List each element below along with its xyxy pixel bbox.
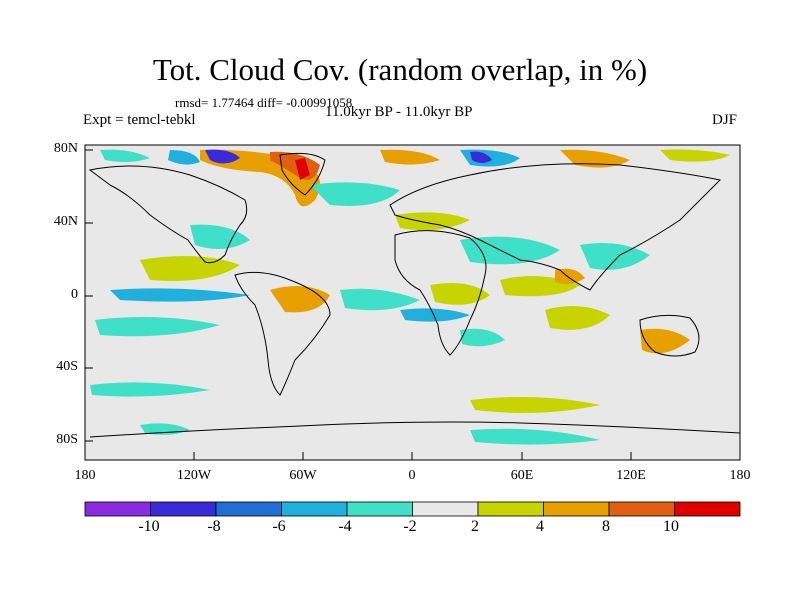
colorbar-swatch [543,501,610,517]
colorbar-swatch [215,501,282,517]
colorbar-swatch [674,501,741,517]
australia-outline [639,314,700,357]
north-atlantic-cyan [310,182,400,206]
colorbar-label: -4 [338,518,352,535]
lon-label-60e: 60E [510,468,534,483]
lon-label-120e: 120E [616,468,646,483]
gulf-guinea-blue [400,308,470,322]
colorbar-swatch [281,501,348,517]
alaska-cyan [100,149,150,163]
colorbar-swatch [150,501,217,517]
north-america-cyan [190,224,250,249]
southern-ocean-yellow [470,396,600,414]
lon-label-180w: 180 [74,468,96,483]
period-label: 11.0kyr BP - 11.0kyr BP [325,104,473,120]
colorbar-swatch [84,501,151,517]
colorbar-label: -2 [403,518,417,535]
lon-label-60w: 60W [289,468,317,483]
colorbar-swatch [608,501,675,517]
coastlines [88,152,741,438]
arctic-negative-patch [205,149,240,164]
bering-yellow [660,149,730,162]
colorbar-label: -10 [138,518,160,535]
lat-label-40s: 40S [56,359,78,374]
south-america-outline [234,271,331,396]
southern-ocean-cyan-1 [90,382,210,397]
figure-title: Tot. Cloud Cov. (random overlap, in %) [152,52,648,87]
south-pacific-cyan [95,316,220,337]
lon-label-180e: 180 [729,468,751,483]
east-asia-cyan [580,242,650,270]
lat-label-0: 0 [71,287,78,302]
australia-orange [640,328,690,354]
europe-yellow [395,212,470,231]
colorbar-swatch [412,501,479,517]
greenland-outline [279,152,326,196]
axis-ticks [84,149,741,460]
east-siberia-orange [560,149,630,168]
colorbar-label: 8 [602,518,610,535]
greenland-max-positive [295,158,310,180]
anomaly-patches [90,149,730,445]
colorbar-swatch [346,501,413,517]
lon-label-0: 0 [408,468,416,483]
colorbar-label: 2 [471,518,479,535]
asia-cyan [460,236,560,265]
antarctica-outline [89,421,741,438]
indian-south-yellow [545,306,610,330]
africa-yellow [430,282,490,305]
arctic-cyan-patch [168,150,200,165]
north-america-outline [88,165,248,264]
colorbar-label: -6 [272,518,286,535]
lat-label-80n: 80N [53,141,78,156]
antarctic-cyan [470,428,600,445]
stats-text: rmsd= 1.77464 diff= -0.00991058 [175,95,353,110]
season-label: DJF [712,112,738,128]
colorbar-label: -8 [207,518,221,535]
lat-label-40n: 40N [53,214,78,229]
colorbar [84,501,741,517]
colorbar-swatch [477,501,544,517]
pacific-blue-band [110,288,250,302]
experiment-label: Expt = temcl-tebkl [83,112,196,128]
siberia-blue-patch [470,151,492,163]
africa-outline [394,230,487,356]
colorbar-label: 4 [536,518,544,535]
atlantic-cyan [340,288,420,311]
south-africa-cyan [460,328,505,347]
colorbar-label: 10 [663,518,679,535]
lon-label-120w: 120W [176,468,212,483]
lat-label-80s: 80S [56,432,78,447]
arctic-ocean-orange [380,149,440,165]
eurasia-outline [389,163,722,291]
